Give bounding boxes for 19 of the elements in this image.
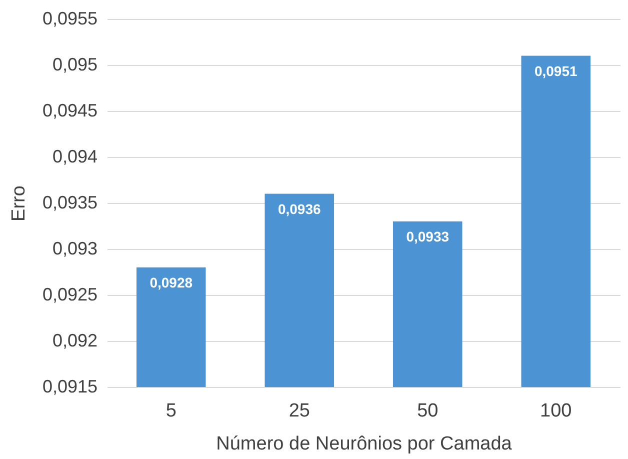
y-tick-label: 0,0935 (42, 192, 98, 212)
data-label: 0,0933 (406, 228, 450, 244)
data-label: 0,0936 (278, 200, 321, 217)
data-label: 0,0928 (150, 274, 193, 290)
x-tick-label: 50 (417, 400, 438, 422)
y-tick-label: 0,094 (52, 146, 98, 166)
y-tick-label: 0,0945 (42, 100, 98, 120)
y-tick-label: 0,0925 (42, 284, 98, 304)
x-tick-label: 25 (288, 400, 310, 422)
data-label: 0,0951 (534, 62, 578, 79)
x-tick-label: 100 (540, 400, 572, 422)
y-tick-label: 0,0915 (42, 376, 98, 396)
x-axis-title: Número de Neurônios por Camada (216, 434, 512, 454)
y-tick-label: 0,093 (52, 238, 98, 258)
y-tick-label: 0,095 (52, 54, 98, 74)
x-tick-label: 5 (166, 400, 176, 422)
y-tick-label: 0,092 (52, 330, 98, 350)
y-axis-title: Erro (8, 186, 30, 222)
y-tick-label: 0,0955 (42, 8, 98, 28)
